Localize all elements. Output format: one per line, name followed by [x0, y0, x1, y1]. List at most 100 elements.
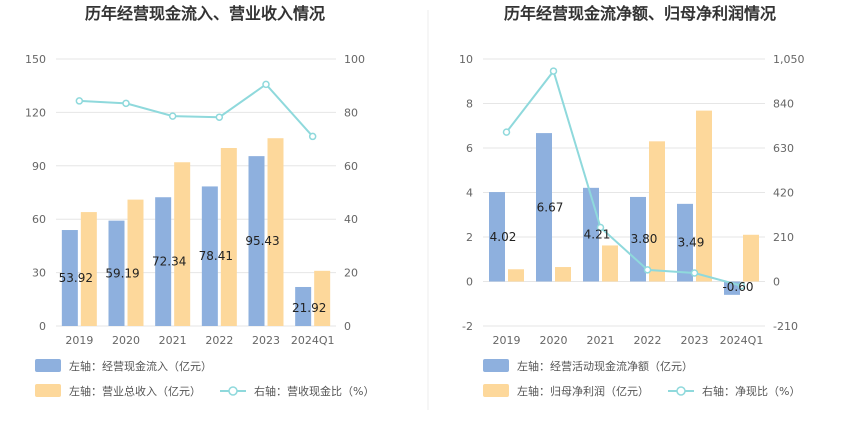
bar-series1 — [201, 186, 218, 326]
legend-swatch-marker — [228, 386, 238, 396]
x-axis-tick: 2023 — [681, 334, 709, 347]
bar-data-label: 4.21 — [584, 228, 611, 242]
left-axis-tick: 10 — [459, 53, 473, 66]
bar-data-label: 3.80 — [631, 232, 658, 246]
bar-series2 — [267, 138, 284, 326]
chart-title: 历年经营现金流入、营业收入情况 — [85, 4, 325, 23]
right-axis-tick: 60 — [344, 160, 358, 173]
legend-swatch-series2 — [483, 384, 509, 397]
ratio-point — [596, 223, 605, 232]
bar-series2 — [174, 162, 191, 326]
ratio-point — [122, 99, 130, 108]
left-axis-tick: 90 — [32, 160, 46, 173]
left-axis-tick: 8 — [466, 98, 473, 111]
legend-swatch-series2 — [35, 384, 61, 397]
x-axis-tick: 2021 — [159, 334, 187, 347]
x-axis-tick: 2019 — [65, 334, 93, 347]
x-axis-tick: 2020 — [112, 334, 140, 347]
right-axis-tick: 100 — [344, 53, 365, 66]
bar-series2 — [602, 245, 618, 282]
bar-data-label: 78.41 — [199, 249, 233, 263]
bar-series1 — [630, 196, 646, 282]
right-axis-tick: 20 — [344, 267, 358, 280]
bar-data-label: 6.67 — [537, 200, 564, 214]
right-axis-tick: 0 — [773, 276, 780, 289]
bar-series2 — [555, 267, 571, 282]
x-axis-tick: 2020 — [540, 334, 568, 347]
x-axis-tick: 2022 — [205, 334, 233, 347]
ratio-line — [505, 68, 742, 287]
right-axis-tick: 0 — [344, 320, 351, 333]
x-axis-tick: 2024Q1 — [720, 334, 764, 347]
bar-data-label: 72.34 — [152, 255, 186, 269]
x-axis-tick: 2022 — [634, 334, 662, 347]
ratio-point — [308, 132, 317, 141]
legend-label: 左轴：经营活动现金流净额（亿元） — [517, 359, 693, 373]
ratio-line — [79, 83, 314, 138]
legend-label: 左轴：归母净利润（亿元） — [517, 384, 649, 398]
legend-swatch-marker — [676, 386, 686, 396]
bar-series1 — [155, 197, 172, 326]
ratio-point — [502, 128, 511, 136]
bar-series2 — [80, 212, 97, 326]
left-axis-tick: 6 — [466, 142, 473, 155]
right-axis-tick: 80 — [344, 106, 358, 119]
bar-series1 — [295, 286, 312, 326]
legend-label: 右轴：营收现金比（%） — [254, 384, 374, 398]
legend-swatch-series1 — [483, 359, 509, 372]
bar-series2 — [508, 269, 524, 282]
ratio-point — [262, 80, 270, 89]
ratio-point — [643, 266, 652, 274]
bar-data-label: 3.49 — [678, 236, 705, 250]
bar-data-label: -0.60 — [722, 280, 753, 294]
ratio-point — [168, 112, 177, 120]
bar-series2 — [696, 110, 712, 282]
legend-label: 右轴：净现比（%） — [702, 384, 800, 398]
bar-series2 — [649, 141, 665, 282]
bar-data-label: 53.92 — [59, 271, 93, 285]
bar-series1 — [677, 203, 693, 282]
right-axis-tick: 630 — [773, 142, 794, 155]
bar-series2 — [220, 148, 237, 326]
left-axis-tick: 30 — [32, 267, 46, 280]
x-axis-tick: 2021 — [587, 334, 615, 347]
left-axis-tick: -2 — [462, 320, 473, 333]
left-axis-tick: 150 — [25, 53, 46, 66]
left-axis-tick: 0 — [39, 320, 46, 333]
ratio-point — [75, 97, 84, 105]
bar-series1 — [108, 220, 125, 326]
bar-series2 — [314, 270, 331, 326]
bar-series1 — [536, 133, 552, 282]
bar-series2 — [743, 234, 759, 282]
right-axis-tick: 1,050 — [773, 53, 805, 66]
bar-series1 — [489, 192, 505, 282]
legend-label: 左轴：经营现金流入（亿元） — [69, 359, 212, 373]
bar-data-label: 21.92 — [292, 301, 326, 315]
x-axis-tick: 2023 — [252, 334, 280, 347]
bar-series1 — [61, 230, 78, 326]
bar-data-label: 4.02 — [490, 230, 517, 244]
right-axis-tick: -210 — [773, 320, 798, 333]
bar-series1 — [248, 156, 265, 326]
ratio-point — [737, 281, 746, 290]
left-axis-tick: 120 — [25, 106, 46, 119]
left-axis-tick: 2 — [466, 231, 473, 244]
bar-data-label: 95.43 — [245, 234, 279, 248]
right-axis-tick: 210 — [773, 231, 794, 244]
legend-swatch-series1 — [35, 359, 61, 372]
ratio-point — [549, 67, 558, 75]
x-axis-tick: 2024Q1 — [291, 334, 335, 347]
left-axis-tick: 60 — [32, 213, 46, 226]
right-axis-tick: 40 — [344, 213, 358, 226]
ratio-point — [215, 113, 224, 121]
left-axis-tick: 0 — [466, 276, 473, 289]
right-axis-tick: 420 — [773, 187, 794, 200]
bar-series2 — [127, 199, 144, 326]
ratio-point — [690, 269, 699, 277]
x-axis-tick: 2019 — [493, 334, 521, 347]
left-axis-tick: 4 — [466, 187, 473, 200]
right-axis-tick: 840 — [773, 98, 794, 111]
bar-data-label: 59.19 — [105, 266, 139, 280]
